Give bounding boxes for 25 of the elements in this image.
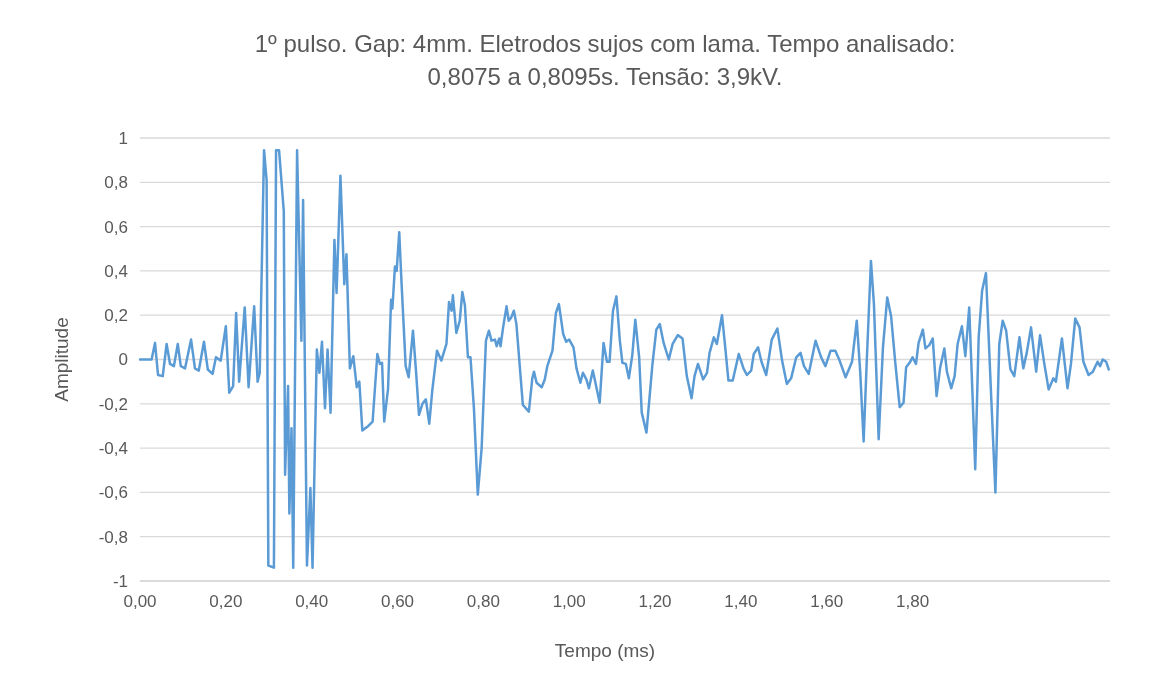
- chart-title: 1º pulso. Gap: 4mm. Eletrodos sujos com lama. Tempo analisado: 0,8075 a 0,8095s. Tensão: 3,9kV.: [254, 30, 956, 90]
- x-tick-label: 0,20: [209, 592, 243, 611]
- x-tick-label: 0,60: [380, 592, 415, 611]
- x-tick-label: 1,80: [896, 592, 930, 611]
- y-tick-label: -0,4: [98, 439, 128, 459]
- y-tick-label: -0,6: [98, 483, 128, 503]
- y-tick-label: 0,8: [104, 173, 128, 193]
- line-series: [138, 148, 1110, 569]
- x-tick-label: 0,40: [295, 592, 329, 611]
- x-tick-label: 0,80: [466, 592, 500, 611]
- y-tick-label: 0,4: [104, 261, 128, 281]
- y-tick-label: -0,8: [98, 527, 128, 547]
- y-tick-label: 0,2: [104, 306, 128, 326]
- y-axis-title: Amplitude: [51, 317, 72, 402]
- y-tick-label: 0: [118, 350, 128, 370]
- y-tick-label: 0,6: [104, 217, 128, 237]
- x-tick-label: 1,40: [724, 592, 758, 611]
- x-axis-title: Tempo (ms): [554, 640, 656, 661]
- y-tick-label: -0,2: [98, 394, 128, 414]
- x-tick-label: 1,20: [638, 592, 672, 611]
- x-tick-label: 1,00: [552, 592, 586, 611]
- x-tick-label: 0,00: [123, 592, 157, 611]
- y-tick-label: 1: [118, 128, 128, 148]
- x-tick-label: 1,60: [810, 592, 844, 611]
- y-tick-label: -1: [112, 571, 128, 591]
